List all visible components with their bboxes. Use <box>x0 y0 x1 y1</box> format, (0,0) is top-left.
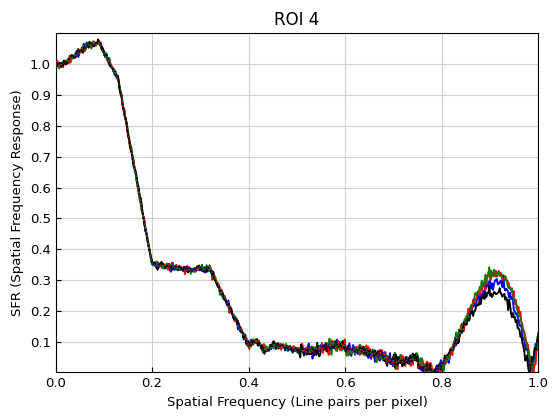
Title: ROI 4: ROI 4 <box>274 11 320 29</box>
X-axis label: Spatial Frequency (Line pairs per pixel): Spatial Frequency (Line pairs per pixel) <box>166 396 427 409</box>
Y-axis label: SFR (Spatial Frequency Response): SFR (Spatial Frequency Response) <box>11 89 24 316</box>
